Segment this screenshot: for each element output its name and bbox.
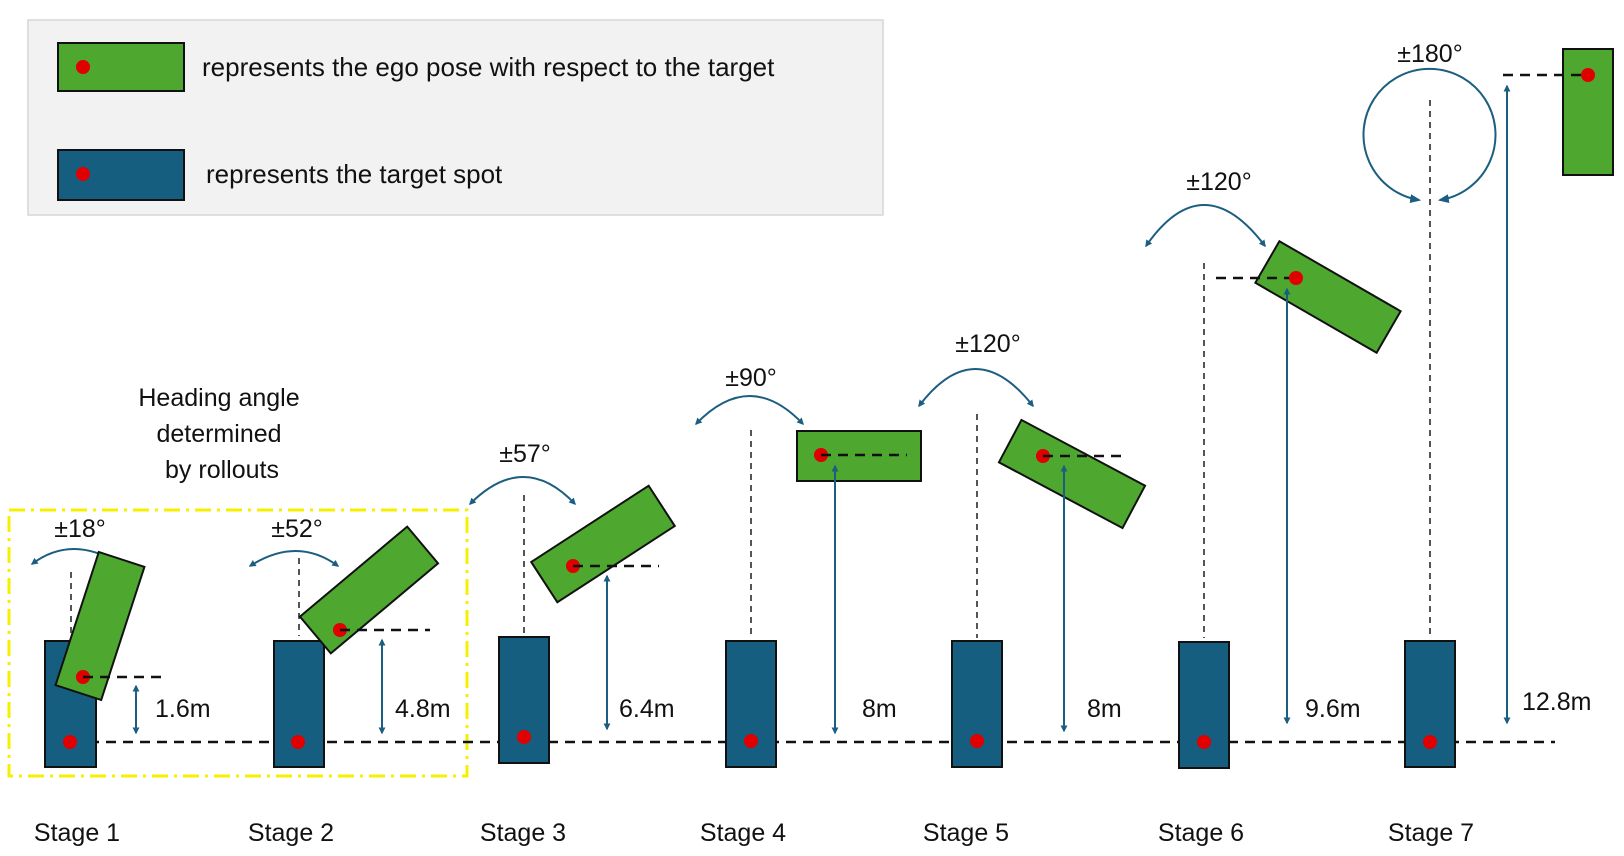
stage-label: Stage 7 — [1388, 819, 1474, 847]
stage-3: ±57° 6.4m Stage 3 — [469, 440, 677, 847]
ego-dot — [1581, 68, 1595, 82]
ego-pose — [529, 484, 677, 604]
heading-range-arc — [469, 476, 576, 506]
rollout-note-line-2: determined — [156, 420, 281, 448]
heading-range-arc — [1362, 67, 1497, 203]
stage-1: ±18° 1.6m Stage 1 — [30, 515, 211, 847]
stage-angle: ±180° — [1397, 40, 1462, 68]
stage-distance: 1.6m — [155, 695, 211, 723]
target-spot — [725, 640, 777, 768]
ego-pose — [997, 418, 1147, 530]
heading-range-arc — [1145, 204, 1266, 248]
stage-7: ±180° 12.8m Stage 7 — [1362, 40, 1614, 847]
stage-label: Stage 5 — [923, 819, 1009, 847]
target-dot — [744, 734, 758, 748]
stage-distance: 8m — [862, 695, 897, 723]
stage-label: Stage 2 — [248, 819, 334, 847]
stage-6: ±120° 9.6m Stage 6 — [1145, 168, 1402, 847]
stage-distance: 9.6m — [1305, 695, 1361, 723]
heading-range-arc — [918, 368, 1034, 408]
ego-pose — [54, 550, 146, 702]
stage-label: Stage 6 — [1158, 819, 1244, 847]
legend: represents the ego pose with respect to … — [27, 19, 884, 216]
target-spot — [1178, 641, 1230, 769]
target-dot — [1197, 735, 1211, 749]
ego-pose — [1562, 48, 1614, 176]
legend-ego-text: represents the ego pose with respect to … — [202, 52, 775, 82]
heading-range-arc — [248, 550, 340, 567]
stage-4: ±90° 8m Stage 4 — [695, 364, 922, 847]
stage-angle: ±120° — [955, 330, 1020, 358]
stage-5: ±120° 8m Stage 5 — [918, 330, 1147, 847]
target-dot — [1423, 735, 1437, 749]
rollout-note-line-1: Heading angle — [138, 384, 299, 412]
heading-range-arc — [695, 395, 804, 426]
stage-angle: ±120° — [1186, 168, 1251, 196]
stage-distance: 12.8m — [1522, 688, 1591, 716]
stage-angle: ±52° — [271, 515, 323, 543]
stage-label: Stage 3 — [480, 819, 566, 847]
ego-pose — [1254, 239, 1402, 355]
target-dot — [291, 735, 305, 749]
ego-pose — [298, 525, 440, 655]
target-dot — [970, 734, 984, 748]
ego-dot — [1289, 271, 1303, 285]
stage-label: Stage 4 — [700, 819, 786, 847]
stage-2: ±52° 4.8m Stage 2 — [248, 515, 451, 847]
stage-angle: ±57° — [499, 440, 551, 468]
legend-target-dot — [76, 167, 90, 181]
stage-label: Stage 1 — [34, 819, 120, 847]
target-dot — [517, 730, 531, 744]
stage-angle: ±90° — [725, 364, 777, 392]
rollout-highlight-box — [7, 508, 469, 778]
stage-distance: 8m — [1087, 695, 1122, 723]
stage-distance: 6.4m — [619, 695, 675, 723]
stage-angle: ±18° — [54, 515, 106, 543]
rollout-note-line-3: by rollouts — [165, 456, 279, 484]
stage-distance: 4.8m — [395, 695, 451, 723]
target-spot — [498, 636, 550, 764]
legend-ego-dot — [76, 60, 90, 74]
legend-target-text: represents the target spot — [206, 159, 503, 189]
target-spot — [951, 640, 1003, 768]
target-dot — [63, 735, 77, 749]
